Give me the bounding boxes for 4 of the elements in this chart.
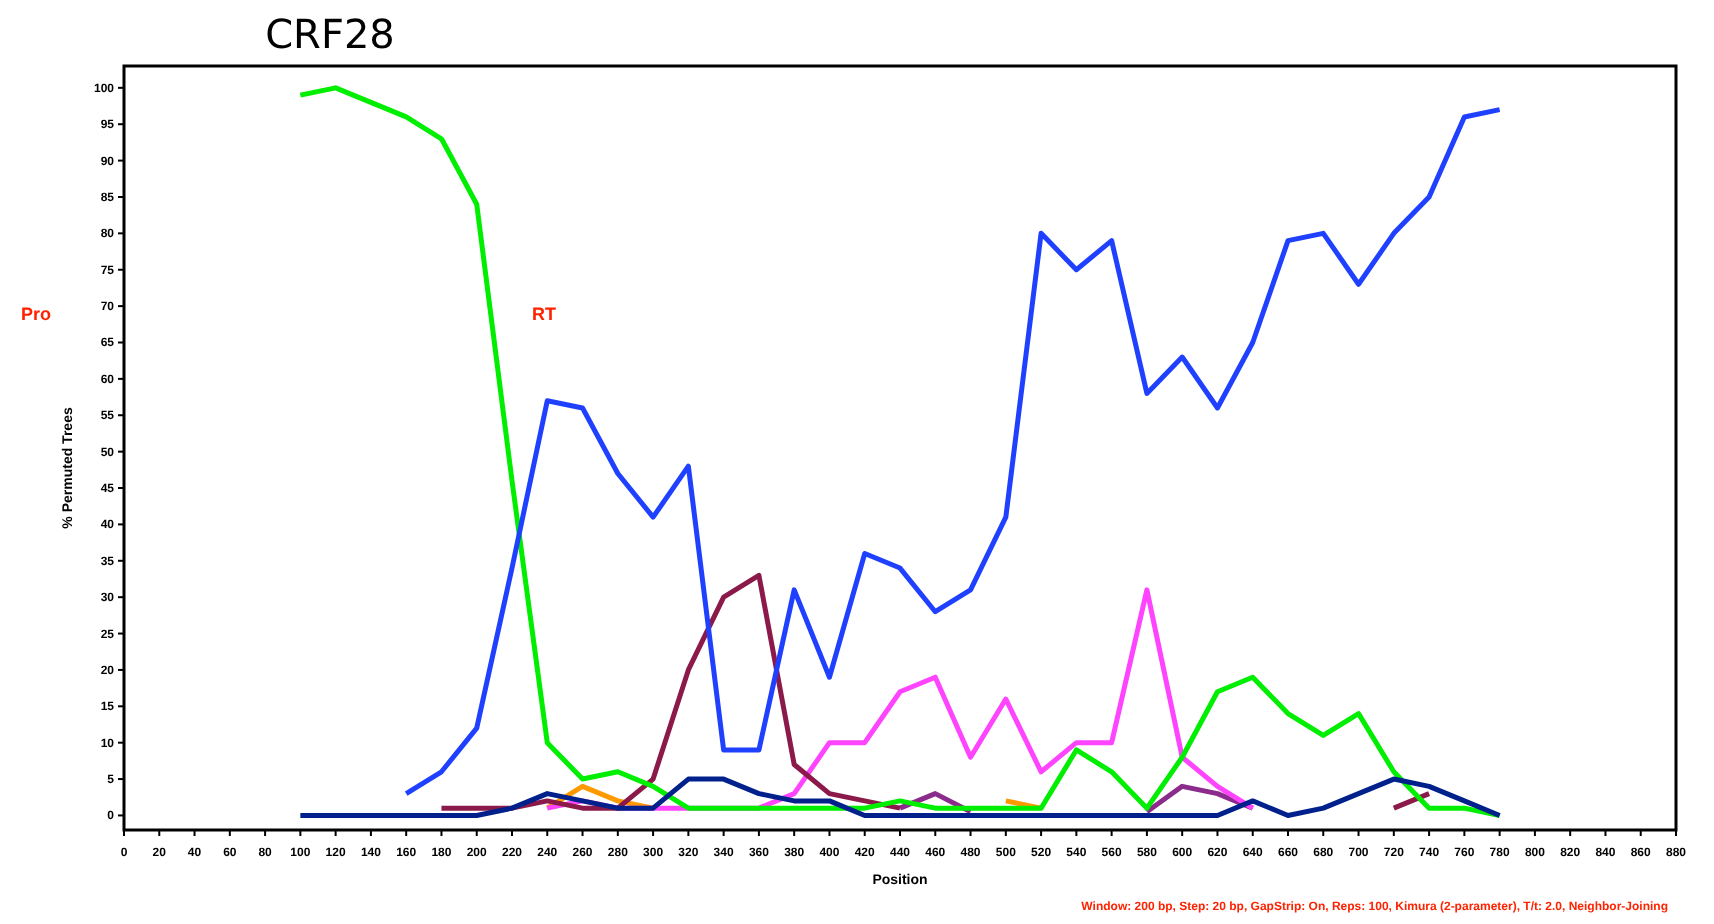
annotation: RT [532, 304, 557, 324]
chart-title: CRF28 [265, 10, 395, 58]
line-series [297, 776, 1503, 818]
text: Pro [20, 304, 52, 324]
